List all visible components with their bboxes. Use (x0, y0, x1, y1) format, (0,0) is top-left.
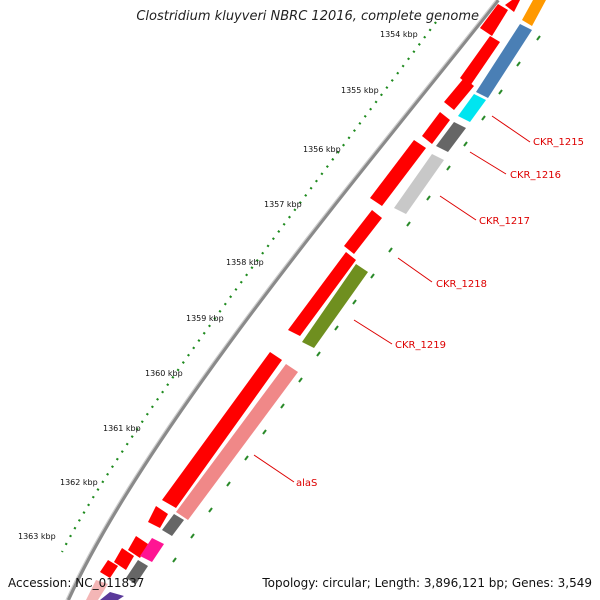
gene-fwd-12[interactable] (100, 560, 118, 578)
gene-label-leader-1 (469, 151, 507, 175)
gene-fwd-8[interactable] (288, 252, 356, 336)
gene-fwd-3[interactable] (460, 36, 500, 86)
gene-rev-purple[interactable] (100, 592, 124, 600)
gene-label-0[interactable]: CKR_1215 (533, 137, 584, 148)
gene-rev-magenta[interactable] (140, 538, 164, 562)
gene-fwd-1[interactable] (505, 0, 520, 12)
gene-fwd-alaS-partner[interactable] (162, 352, 282, 508)
gene-alaS[interactable] (176, 364, 298, 520)
gene-label-1[interactable]: CKR_1216 (510, 170, 561, 181)
ruler-dotted-line (61, 21, 437, 553)
gene-rev-steelblue[interactable] (476, 24, 532, 98)
inner-tick-20 (172, 557, 177, 563)
inner-tick-11 (334, 325, 339, 331)
gene-label-4[interactable]: CKR_1219 (395, 340, 446, 351)
gene-fwd-7[interactable] (344, 210, 382, 254)
inner-tick-7 (406, 221, 411, 227)
inner-tick-6 (426, 195, 431, 201)
gene-label-3[interactable]: CKR_1218 (436, 279, 487, 290)
gene-rev-gray[interactable] (162, 514, 184, 536)
inner-tick-14 (280, 403, 285, 409)
inner-tick-16 (244, 455, 249, 461)
tick-label-7: 1361 kbp (103, 424, 141, 433)
inner-tick-18 (208, 507, 213, 513)
inner-tick-2 (498, 89, 503, 95)
tick-label-6: 1360 kbp (145, 369, 183, 378)
tick-label-5: 1359 kbp (186, 314, 224, 323)
gene-label-5[interactable]: alaS (296, 478, 317, 489)
inner-tick-4 (463, 141, 468, 147)
gene-CKR_1219[interactable] (302, 264, 368, 348)
inner-tick-1 (516, 61, 521, 67)
tick-label-0: 1354 kbp (380, 30, 418, 39)
accession-text: Accession: NC_011837 (8, 576, 145, 590)
tick-label-1: 1355 kbp (341, 86, 379, 95)
gene-rev-pink[interactable] (86, 580, 108, 600)
gene-fwd-4[interactable] (444, 78, 474, 110)
gene-label-leader-5 (253, 454, 295, 483)
gene-fwd-11[interactable] (114, 548, 134, 570)
genome-backbone-highlight (65, 0, 497, 600)
gene-label-leader-0 (491, 115, 531, 143)
inner-tick-17 (226, 481, 231, 487)
gene-rev-orange[interactable] (522, 0, 546, 26)
inner-tick-5 (446, 165, 451, 171)
inner-tick-marks (172, 35, 541, 563)
tick-label-layer: 1354 kbp 1355 kbp 1356 kbp 1357 kbp 1358 kbp… (18, 30, 418, 541)
tick-label-9: 1363 kbp (18, 532, 56, 541)
gene-label-leader-2 (439, 195, 477, 221)
gene-label-2[interactable]: CKR_1217 (479, 216, 530, 227)
gene-label-leader-3 (397, 257, 433, 283)
inner-tick-10 (352, 299, 357, 305)
gene-CKR_1216[interactable] (436, 122, 466, 152)
gene-label-layer: CKR_1215 CKR_1216 CKR_1217 CKR_1218 CKR_1219… (253, 115, 584, 489)
gene-label-leader-4 (353, 319, 393, 345)
gene-CKR_1217[interactable] (394, 154, 444, 214)
inner-tick-9 (370, 273, 375, 279)
inner-tick-3 (481, 115, 486, 121)
gene-CKR_1215[interactable] (458, 94, 486, 122)
tick-label-2: 1356 kbp (303, 145, 341, 154)
gene-rev-gray-2[interactable] (126, 560, 148, 584)
tick-label-3: 1357 kbp (264, 200, 302, 209)
map-title: Clostridium kluyveri NBRC 12016, complet… (136, 9, 479, 24)
inner-tick-15 (262, 429, 267, 435)
gene-fwd-2[interactable] (480, 4, 508, 36)
inner-tick-0 (536, 35, 541, 41)
inner-tick-13 (298, 377, 303, 383)
inner-tick-19 (190, 533, 195, 539)
gene-fwd-6[interactable] (370, 140, 426, 206)
inner-tick-12 (316, 351, 321, 357)
tick-label-8: 1362 kbp (60, 478, 98, 487)
genome-backbone (66, 0, 500, 600)
gene-fwd-9[interactable] (148, 506, 168, 528)
genome-summary-text: Topology: circular; Length: 3,896,121 bp… (262, 576, 592, 590)
inner-tick-8 (388, 247, 393, 253)
forward-strand-genes (100, 0, 520, 578)
reverse-strand-genes (86, 0, 546, 600)
gene-fwd-5[interactable] (422, 112, 450, 144)
tick-label-4: 1358 kbp (226, 258, 264, 267)
